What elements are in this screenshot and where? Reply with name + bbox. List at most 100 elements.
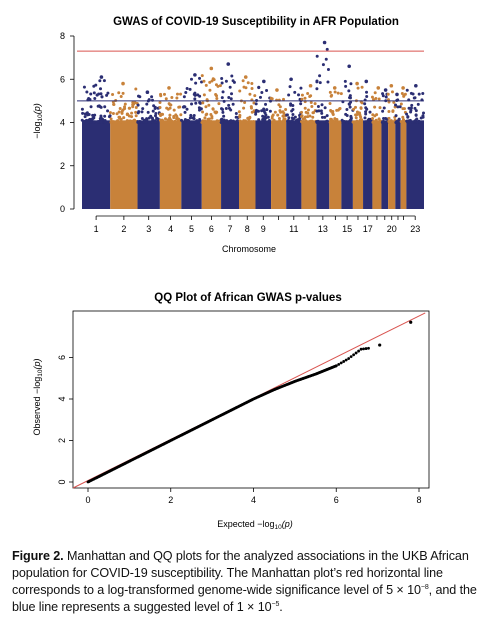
manhattan-point	[153, 106, 157, 110]
manhattan-point	[111, 112, 115, 116]
manhattan-point	[340, 118, 344, 122]
manhattan-point	[146, 110, 150, 114]
manhattan-x-tick-label: 1	[94, 224, 99, 234]
manhattan-point	[262, 107, 266, 111]
manhattan-point	[300, 97, 304, 101]
manhattan-points-chr16	[351, 81, 364, 124]
manhattan-point	[250, 81, 254, 85]
qq-x-label-sub: 10	[275, 524, 283, 531]
manhattan-point	[207, 103, 211, 107]
manhattan-point	[109, 117, 113, 121]
manhattan-points-chr6	[200, 66, 222, 124]
manhattan-point	[313, 102, 317, 106]
manhattan-point	[167, 119, 171, 123]
manhattan-point	[249, 106, 253, 110]
manhattan-point	[158, 118, 162, 122]
manhattan-y-tick-label: 0	[60, 204, 65, 214]
manhattan-point	[375, 113, 379, 117]
manhattan-point	[415, 117, 419, 121]
manhattan-point	[400, 91, 404, 95]
manhattan-point	[306, 111, 310, 115]
manhattan-title: GWAS of COVID-19 Susceptibility in AFR P…	[113, 16, 399, 28]
manhattan-point	[134, 114, 138, 118]
manhattan-point	[414, 109, 418, 113]
manhattan-point	[328, 120, 332, 124]
manhattan-point	[98, 105, 102, 109]
manhattan-point	[399, 102, 403, 106]
manhattan-peak-point	[308, 83, 313, 88]
manhattan-point	[106, 109, 110, 113]
manhattan-point	[413, 119, 417, 123]
manhattan-point	[175, 96, 179, 100]
manhattan-point	[245, 120, 249, 124]
manhattan-point	[131, 105, 135, 109]
manhattan-point	[282, 97, 285, 101]
manhattan-point	[230, 74, 234, 78]
manhattan-point	[117, 91, 121, 95]
qq-point	[342, 360, 346, 363]
manhattan-y-label-sub: 10	[37, 114, 44, 122]
manhattan-point	[153, 114, 157, 118]
manhattan-point	[354, 121, 358, 124]
manhattan-point	[329, 117, 333, 121]
qq-point	[337, 362, 341, 366]
manhattan-peak-point	[376, 86, 381, 90]
manhattan-band-chr11	[286, 120, 302, 209]
manhattan-point	[207, 117, 211, 121]
manhattan-band-chr10	[271, 120, 287, 209]
qq-point	[367, 346, 370, 350]
manhattan-point	[407, 106, 411, 110]
manhattan-point	[220, 81, 224, 85]
manhattan-point	[89, 105, 93, 109]
qq-x-tick-label: 4	[251, 495, 256, 505]
manhattan-point	[421, 91, 425, 95]
manhattan-point	[203, 119, 207, 123]
manhattan-peak-point	[389, 83, 394, 88]
manhattan-point	[325, 47, 329, 51]
manhattan-band-chr7	[221, 120, 240, 209]
qq-point	[357, 349, 360, 353]
manhattan-point	[105, 93, 109, 97]
manhattan-point	[402, 107, 406, 111]
manhattan-point	[408, 119, 412, 123]
manhattan-point	[384, 117, 388, 120]
manhattan-point	[200, 74, 204, 78]
manhattan-y-label: −log10(p)	[32, 103, 44, 139]
manhattan-point	[193, 97, 197, 101]
manhattan-y-tick-label: 4	[60, 118, 65, 128]
manhattan-x-tick-label: 7	[228, 224, 233, 234]
qq-y-tick-label: 0	[57, 479, 67, 484]
manhattan-point	[90, 117, 94, 121]
manhattan-points-chr8	[237, 75, 257, 124]
manhattan-point	[419, 116, 423, 120]
manhattan-point	[172, 108, 176, 112]
manhattan-point	[332, 120, 336, 124]
manhattan-peak-point	[121, 81, 125, 86]
manhattan-points-chr14	[328, 86, 343, 124]
manhattan-point	[278, 105, 282, 109]
manhattan-point	[119, 95, 123, 98]
manhattan-point	[299, 102, 303, 106]
manhattan-point	[381, 119, 385, 123]
manhattan-point	[360, 101, 364, 105]
manhattan-point	[98, 79, 102, 83]
manhattan-point	[211, 107, 215, 111]
manhattan-point	[260, 109, 264, 113]
manhattan-point	[242, 106, 246, 110]
manhattan-y-tick-label: 6	[60, 74, 65, 84]
manhattan-point	[299, 115, 303, 119]
manhattan-x-tick-label: 13	[318, 224, 328, 234]
manhattan-point	[183, 118, 187, 122]
manhattan-point	[185, 87, 189, 91]
manhattan-point	[284, 107, 288, 111]
manhattan-band-chr15	[341, 120, 353, 209]
caption-text-1: Manhattan and QQ plots for the analyzed …	[12, 549, 469, 597]
manhattan-point	[254, 102, 258, 106]
manhattan-peak-point	[332, 86, 337, 90]
manhattan-point	[386, 92, 390, 96]
manhattan-point	[354, 113, 358, 117]
manhattan-point	[337, 120, 341, 124]
manhattan-y-tick-label: 2	[60, 161, 65, 171]
manhattan-point	[183, 110, 187, 114]
manhattan-point	[321, 63, 325, 67]
